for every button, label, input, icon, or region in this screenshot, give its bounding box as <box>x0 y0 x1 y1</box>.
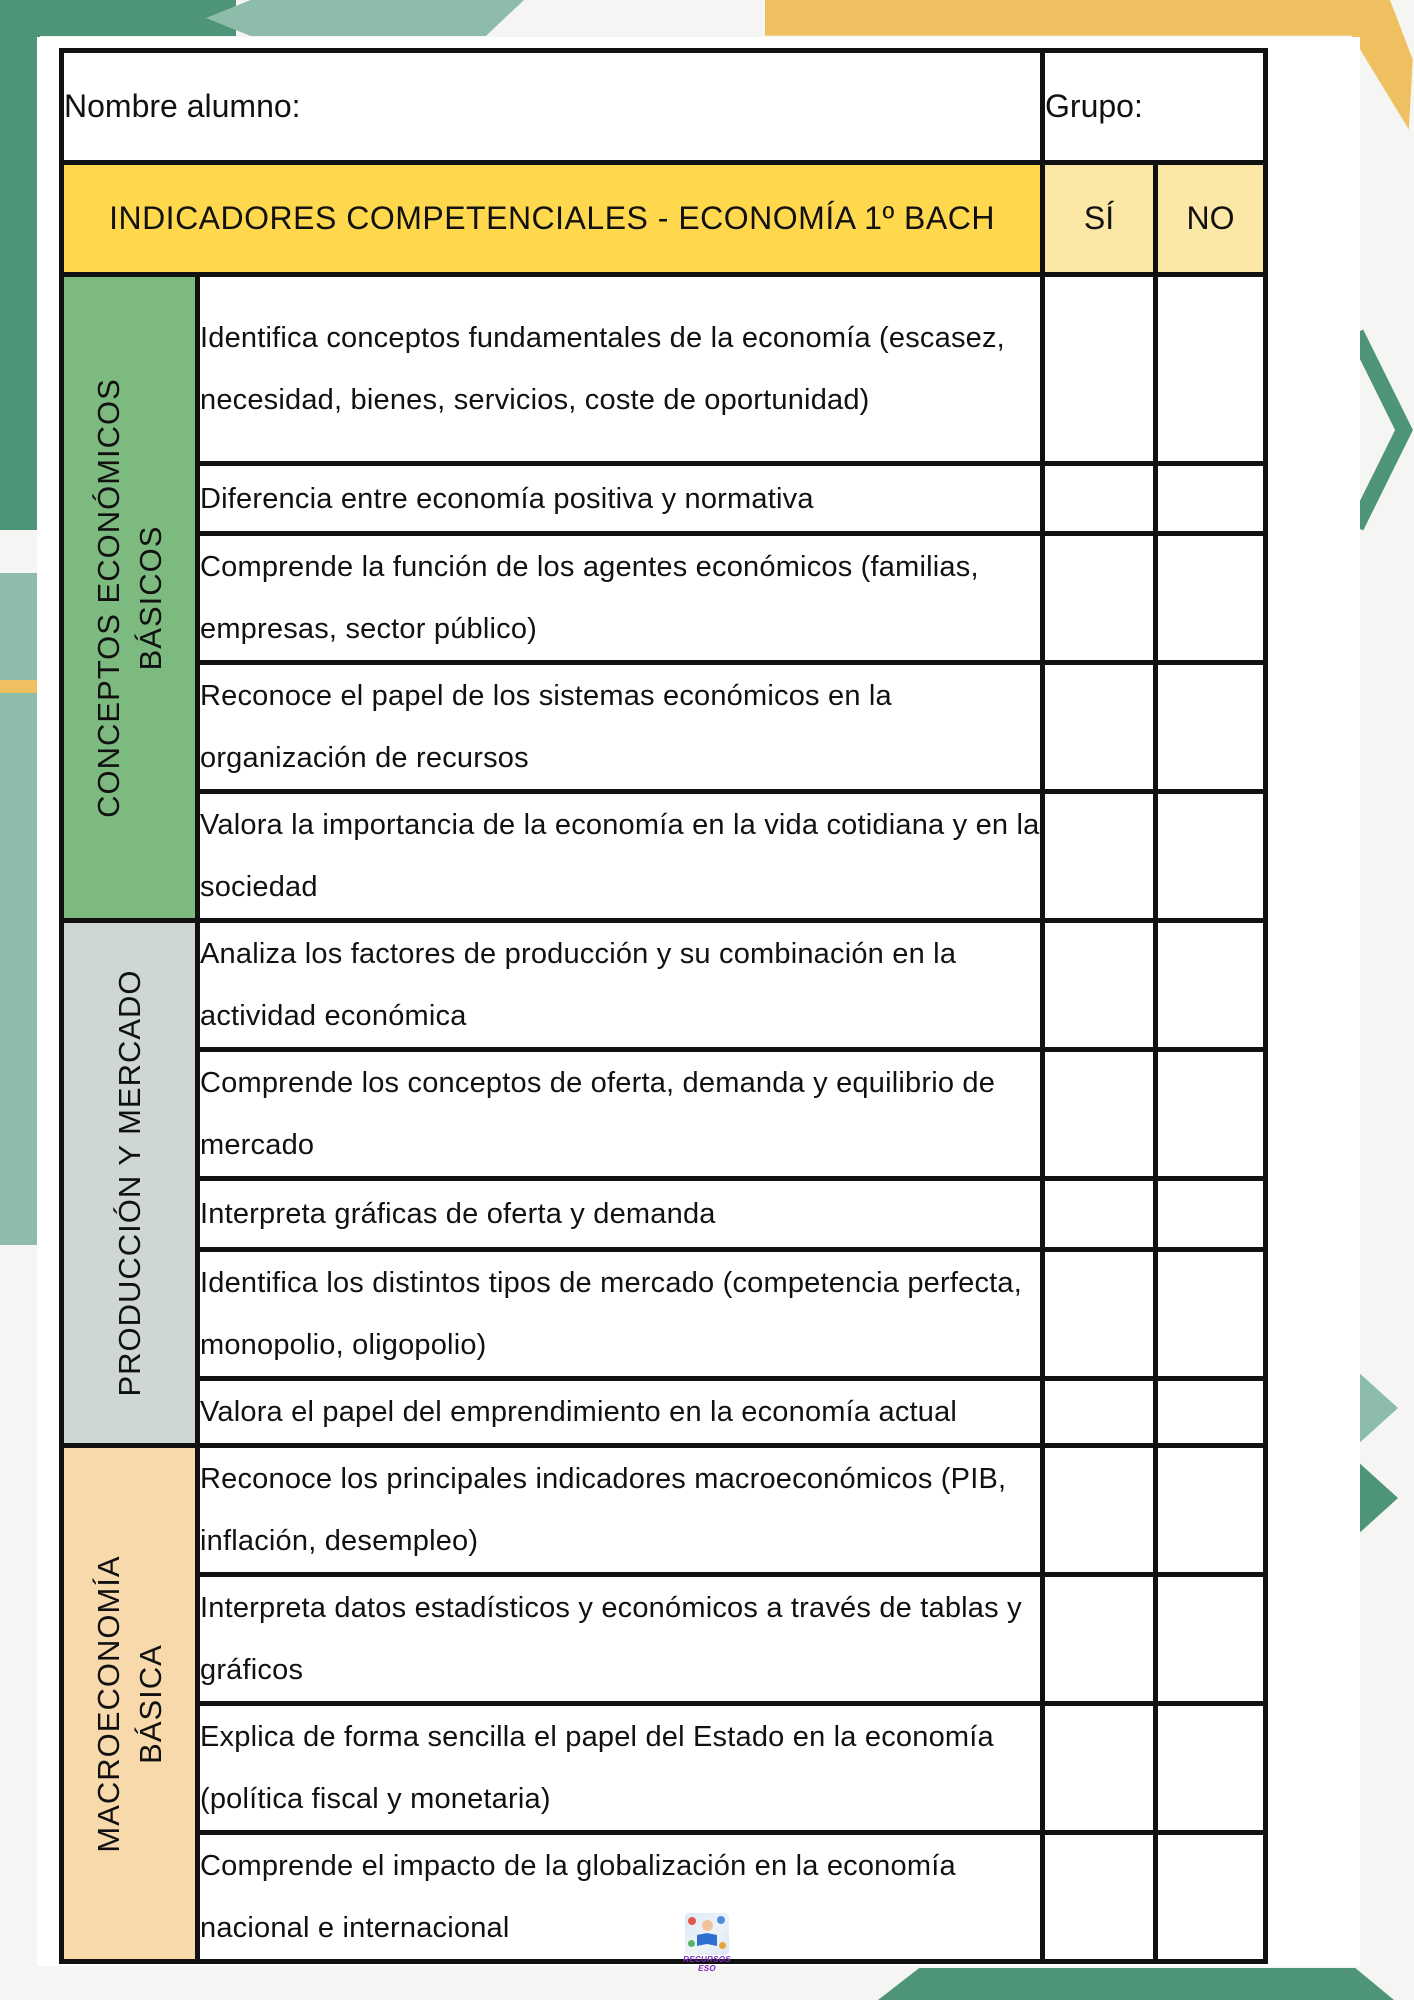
rubric-table: Nombre alumno: Grupo: INDICADORES COMPET… <box>58 48 1269 1964</box>
checkbox-cell-no[interactable] <box>1153 1376 1269 1448</box>
checkbox-cell-no[interactable] <box>1153 1572 1269 1706</box>
table-row: Reconoce el papel de los sistemas económ… <box>62 660 1269 794</box>
checkbox-cell-si[interactable] <box>1040 1443 1159 1577</box>
checkbox-cell-no[interactable] <box>1153 531 1269 665</box>
criterion-text: Valora el papel del emprendimiento en la… <box>194 1376 1046 1448</box>
checkbox-cell-no[interactable] <box>1153 272 1269 466</box>
criterion-text: Identifica conceptos fundamentales de la… <box>194 272 1046 466</box>
table-row: Comprende la función de los agentes econ… <box>62 531 1269 665</box>
checkbox-cell-no[interactable] <box>1153 1443 1269 1577</box>
checkbox-cell-si[interactable] <box>1040 272 1159 466</box>
criterion-text: Identifica los distintos tipos de mercad… <box>194 1247 1046 1381</box>
checkbox-cell-no[interactable] <box>1153 918 1269 1052</box>
table-row: Diferencia entre economía positiva y nor… <box>62 461 1269 536</box>
criterion-text: Comprende la función de los agentes econ… <box>194 531 1046 665</box>
criterion-text: Analiza los factores de producción y su … <box>194 918 1046 1052</box>
criterion-text: Comprende los conceptos de oferta, deman… <box>194 1047 1046 1181</box>
section-label-macroeconomia: MACROECONOMÍA BÁSICA <box>59 1443 200 1964</box>
checkbox-cell-si[interactable] <box>1040 531 1159 665</box>
group-field[interactable]: Grupo: <box>1040 48 1269 165</box>
table-row: Identifica los distintos tipos de mercad… <box>62 1247 1269 1381</box>
table-row: Valora el papel del emprendimiento en la… <box>62 1376 1269 1448</box>
checkbox-cell-no[interactable] <box>1153 789 1269 923</box>
criterion-text: Explica de forma sencilla el papel del E… <box>194 1701 1046 1835</box>
checkbox-cell-si[interactable] <box>1040 789 1159 923</box>
top-left-chevron-accent <box>206 0 524 36</box>
checkbox-cell-si[interactable] <box>1040 918 1159 1052</box>
right-chevron-icon <box>1348 329 1413 531</box>
criterion-text: Interpreta gráficas de oferta y demanda <box>194 1176 1046 1252</box>
checkbox-cell-no[interactable] <box>1153 1176 1269 1252</box>
section-label-text: PRODUCCIÓN Y MERCADO <box>111 969 147 1397</box>
criterion-text: Reconoce los principales indicadores mac… <box>194 1443 1046 1577</box>
criterion-text: Reconoce el papel de los sistemas económ… <box>194 660 1046 794</box>
checkbox-cell-no[interactable] <box>1153 660 1269 794</box>
column-header-no: NO <box>1153 160 1269 277</box>
checkbox-cell-si[interactable] <box>1040 1830 1159 1964</box>
criterion-text: Diferencia entre economía positiva y nor… <box>194 461 1046 536</box>
checkbox-cell-si[interactable] <box>1040 660 1159 794</box>
checkbox-cell-no[interactable] <box>1153 1830 1269 1964</box>
criterion-text: Interpreta datos estadísticos y económic… <box>194 1572 1046 1706</box>
checkbox-cell-no[interactable] <box>1153 1047 1269 1181</box>
table-row: Valora la importancia de la economía en … <box>62 789 1269 923</box>
right-triangle-teal-icon <box>1356 1460 1398 1536</box>
criterion-text: Valora la importancia de la economía en … <box>194 789 1046 923</box>
checkbox-cell-si[interactable] <box>1040 461 1159 536</box>
table-row: MACROECONOMÍA BÁSICA Reconoce los princip… <box>59 1443 1269 1964</box>
checkbox-cell-si[interactable] <box>1040 1701 1159 1835</box>
section-label-text: CONCEPTOS ECONÓMICOS BÁSICOS <box>90 377 168 818</box>
checkbox-cell-si[interactable] <box>1040 1176 1159 1252</box>
table-header-row: INDICADORES COMPETENCIALES - ECONOMÍA 1º… <box>58 160 1269 277</box>
bottom-accent-ribbon <box>878 1968 1394 2000</box>
section-label-produccion: PRODUCCIÓN Y MERCADO <box>59 918 200 1448</box>
left-accent-strip-bottom <box>0 573 40 1245</box>
checkbox-cell-si[interactable] <box>1040 1247 1159 1381</box>
logo-text: RECURSOS ESO <box>683 1955 731 1973</box>
student-name-field[interactable]: Nombre alumno: <box>58 48 1046 165</box>
table-row: Comprende los conceptos de oferta, deman… <box>62 1047 1269 1181</box>
checkbox-cell-no[interactable] <box>1153 461 1269 536</box>
checkbox-cell-no[interactable] <box>1153 1247 1269 1381</box>
table-row: CONCEPTOS ECONÓMICOS BÁSICOS Identifica c… <box>59 272 1269 923</box>
section-label-conceptos: CONCEPTOS ECONÓMICOS BÁSICOS <box>59 272 200 923</box>
rubric-title: INDICADORES COMPETENCIALES - ECONOMÍA 1º… <box>58 160 1046 277</box>
left-gold-stripe <box>0 680 40 693</box>
recursos-eso-logo: RECURSOS ESO <box>683 1913 731 1975</box>
checkbox-cell-no[interactable] <box>1153 1701 1269 1835</box>
table-row: Nombre alumno: Grupo: <box>58 48 1269 165</box>
logo-illustration-icon <box>685 1913 729 1955</box>
left-accent-strip-top <box>0 0 40 530</box>
right-triangle-sage-icon <box>1356 1370 1398 1446</box>
section-label-text: MACROECONOMÍA BÁSICA <box>90 1554 168 1853</box>
table-row: Interpreta gráficas de oferta y demanda <box>62 1176 1269 1252</box>
checkbox-cell-si[interactable] <box>1040 1376 1159 1448</box>
checkbox-cell-si[interactable] <box>1040 1572 1159 1706</box>
checkbox-cell-si[interactable] <box>1040 1047 1159 1181</box>
table-row: Explica de forma sencilla el papel del E… <box>62 1701 1269 1835</box>
table-row: Interpreta datos estadísticos y económic… <box>62 1572 1269 1706</box>
column-header-si: SÍ <box>1040 160 1159 277</box>
table-row: Comprende el impacto de la globalización… <box>62 1830 1269 1964</box>
criterion-text: Comprende el impacto de la globalización… <box>194 1830 1046 1964</box>
table-row: PRODUCCIÓN Y MERCADO Analiza los factore… <box>59 918 1269 1448</box>
